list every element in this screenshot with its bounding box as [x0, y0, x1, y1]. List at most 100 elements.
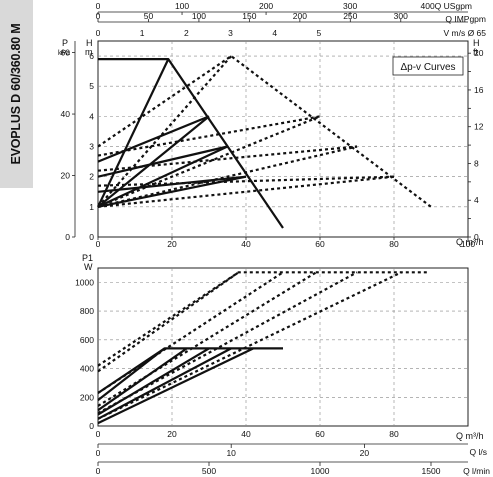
lower-y-tick-3: 600 — [80, 335, 94, 345]
upper-curve-4 — [97, 58, 170, 208]
upper-y-m-label-unit: m — [85, 47, 93, 57]
upper-x-tick-2: 40 — [241, 239, 251, 249]
lower-y-tick-0: 0 — [89, 421, 94, 431]
velocity-tick-4: 4 — [272, 28, 277, 38]
impgpm-tick-4: 200 — [293, 11, 307, 21]
velocity-tick-3: 3 — [228, 28, 233, 38]
lower-y-label-p1: P1 — [82, 253, 93, 263]
upper-x-tick-0: 0 — [96, 239, 101, 249]
lmin-tick-0: 0 — [96, 466, 101, 476]
usgpm-tick-3: 300 — [343, 1, 357, 11]
upper-kpa-tick-1: 20 — [61, 171, 71, 181]
upper-y-m-tick-4: 4 — [89, 111, 94, 121]
upper-y-m-label-h: H — [86, 38, 93, 48]
velocity-tick-0: 0 — [96, 28, 101, 38]
lower-plot-frame — [97, 267, 469, 427]
lower-y-tick-5: 1000 — [75, 277, 94, 287]
upper-ft-tick-8: 16 — [474, 85, 484, 95]
upper-x-tick-3: 60 — [315, 239, 325, 249]
impgpm-tick-1: 50 — [144, 11, 154, 21]
lmin-tick-2: 1000 — [311, 466, 330, 476]
axes — [97, 11, 468, 466]
impgpm-tick-2: 100 — [192, 11, 206, 21]
upper-kpa-tick-0: 0 — [65, 232, 70, 242]
upper-curve-2 — [97, 145, 228, 178]
lower-y-label-w: W — [84, 262, 93, 272]
upper-y-ft-label-h: H — [473, 38, 480, 48]
legend-text: Δp-v Curves — [400, 62, 455, 73]
impgpm-label: Q IMPgpm — [445, 14, 486, 24]
lower-curve-6 — [97, 271, 428, 367]
upper-plot-frame — [97, 40, 469, 238]
velocity-tick-2: 2 — [184, 28, 189, 38]
lower-curve-5 — [97, 347, 254, 425]
upper-x-tick-5: 100 — [461, 239, 475, 249]
upper-curve-9 — [97, 115, 321, 157]
upper-ft-tick-4: 8 — [474, 158, 479, 168]
upper-curve-10 — [97, 145, 358, 172]
lower-x-tick-2: 40 — [241, 429, 251, 439]
upper-ft-tick-2: 4 — [474, 195, 479, 205]
usgpm-tick-0: 0 — [96, 1, 101, 11]
upper-curve-13 — [97, 115, 321, 208]
lower-y-tick-4: 800 — [80, 306, 94, 316]
impgpm-tick-6: 300 — [394, 11, 408, 21]
upper-curve-11 — [97, 175, 395, 187]
upper-x-tick-4: 80 — [389, 239, 399, 249]
lower-y-tick-2: 400 — [80, 364, 94, 374]
ls-tick-1: 10 — [226, 448, 236, 458]
lower-x-label: Q m³/h — [456, 431, 484, 441]
upper-y-m-tick-3: 3 — [89, 142, 94, 152]
upper-curve-15 — [97, 175, 395, 208]
lower-curve-9 — [97, 271, 317, 407]
upper-curve-5 — [97, 115, 210, 208]
upper-grid — [98, 41, 468, 237]
lower-curve-11 — [97, 271, 402, 420]
impgpm-tick-5: 250 — [343, 11, 357, 21]
upper-y-m-tick-0: 0 — [89, 232, 94, 242]
lmin-label: Q l/min — [463, 466, 490, 476]
usgpm-tick-2: 200 — [259, 1, 273, 11]
usgpm-label: 400Q USgpm — [421, 1, 473, 11]
ls-tick-2: 20 — [360, 448, 370, 458]
upper-x-label: Q m³/h — [456, 237, 484, 247]
upper-curve-6 — [97, 145, 228, 208]
upper-kpa-tick-2: 40 — [61, 109, 71, 119]
velocity-tick-5: 5 — [317, 28, 322, 38]
upper-kpa-tick-3: 60 — [61, 48, 71, 58]
lower-x-tick-3: 60 — [315, 429, 325, 439]
velocity-tick-1: 1 — [140, 28, 145, 38]
lmin-tick-3: 1500 — [422, 466, 441, 476]
upper-y-ft-label-unit: ft — [473, 47, 479, 57]
upper-x-tick-1: 20 — [167, 239, 177, 249]
impgpm-tick-3: 150 — [242, 11, 256, 21]
upper-y-m-tick-5: 5 — [89, 81, 94, 91]
upper-ft-tick-0: 0 — [474, 232, 479, 242]
upper-curve-1 — [97, 115, 210, 163]
upper-ft-tick-6: 12 — [474, 122, 484, 132]
usgpm-tick-1: 100 — [175, 1, 189, 11]
lower-curve-10 — [97, 271, 358, 415]
ls-tick-0: 0 — [96, 448, 101, 458]
lower-x-tick-0: 0 — [96, 429, 101, 439]
upper-y-m-tick-6: 6 — [89, 51, 94, 61]
lower-curve-7 — [97, 271, 240, 373]
lower-curves — [97, 271, 428, 425]
upper-y-kpa-unit: kPa — [58, 50, 70, 57]
upper-curves — [97, 54, 432, 229]
lower-x-tick-1: 20 — [167, 429, 177, 439]
upper-y-m-tick-1: 1 — [89, 202, 94, 212]
upper-y-m-tick-2: 2 — [89, 172, 94, 182]
upper-y-kpa-label: P — [62, 38, 68, 48]
lower-curve-8 — [97, 271, 284, 394]
lmin-tick-1: 500 — [202, 466, 216, 476]
ls-label: Q l/s — [470, 447, 487, 457]
velocity-label: V m/s Ø 65 — [443, 28, 486, 38]
lower-x-tick-4: 80 — [389, 429, 399, 439]
upper-ft-tick-10: 20 — [474, 48, 484, 58]
lower-curve-2 — [97, 347, 188, 412]
lower-y-tick-1: 200 — [80, 392, 94, 402]
model-sidebar: EVOPLUS D 60/360.80 M — [0, 0, 33, 188]
impgpm-tick-0: 0 — [96, 11, 101, 21]
